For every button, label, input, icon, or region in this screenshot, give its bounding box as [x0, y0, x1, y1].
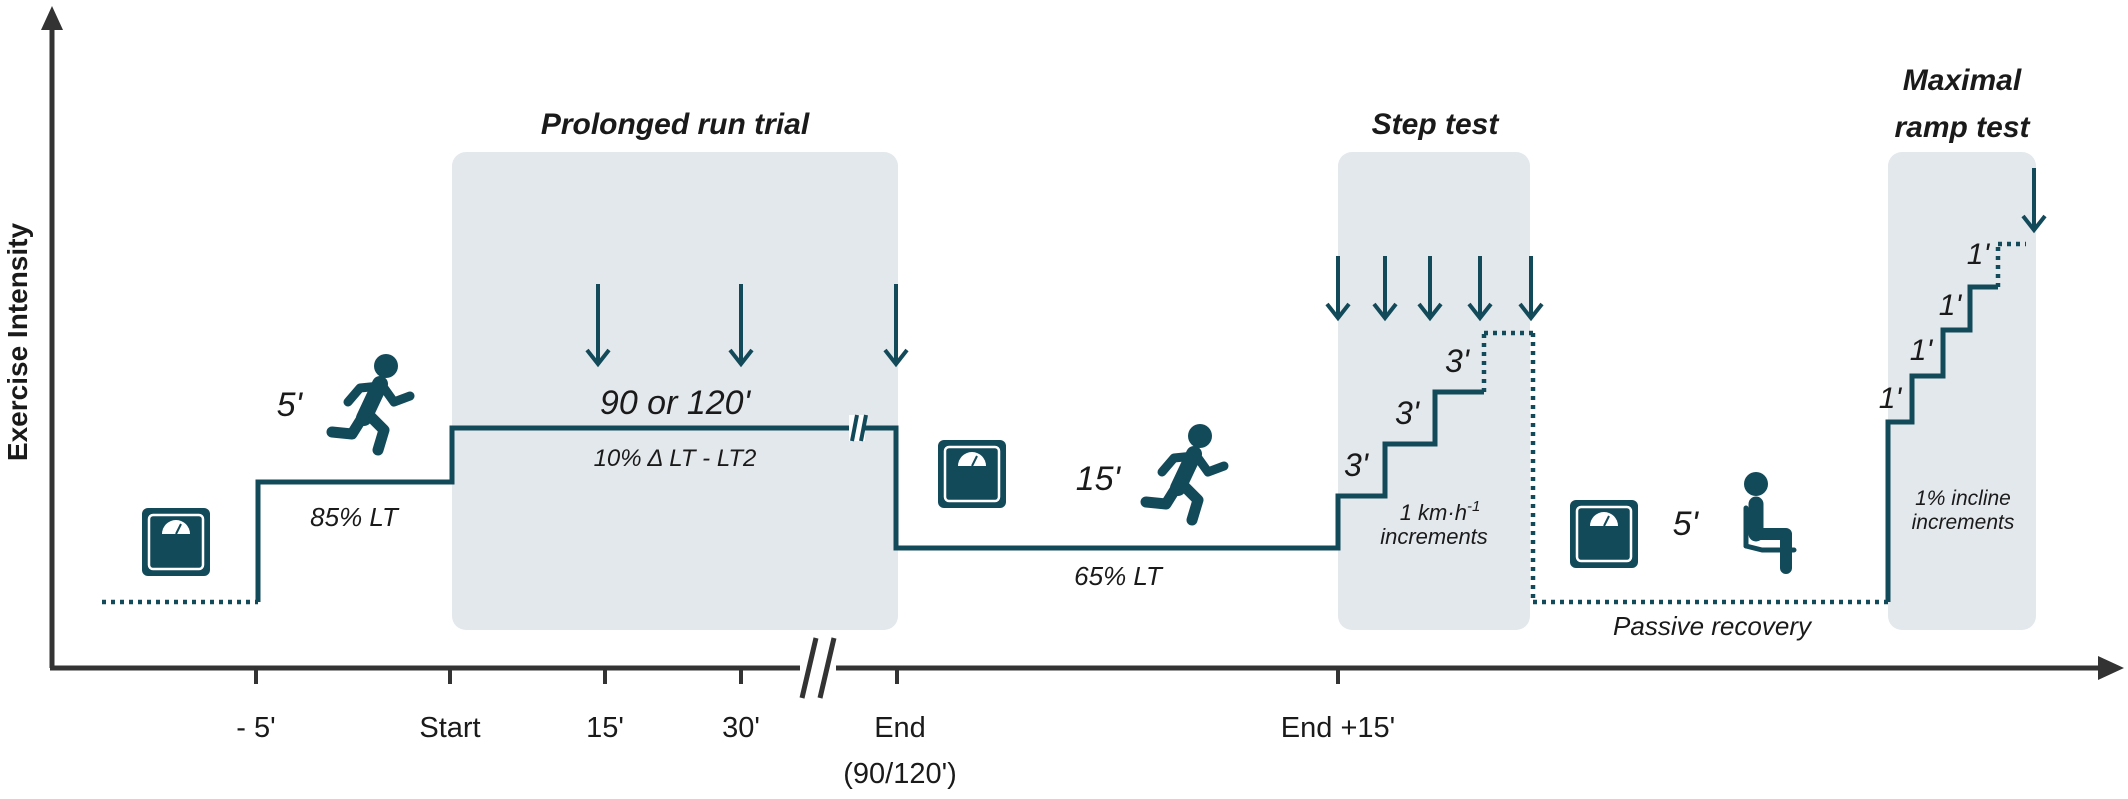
- tick-label-30: 30': [722, 712, 760, 744]
- recovery-run-duration: 15': [1076, 460, 1122, 498]
- down-arrow-icon: [585, 284, 611, 368]
- down-arrow-icon: [1518, 256, 1544, 322]
- sampling-arrows: [585, 168, 2047, 368]
- ramp-duration-3: 1': [1939, 289, 1963, 322]
- runner-icon: [326, 354, 415, 456]
- step-test-title: Step test: [1372, 108, 1501, 141]
- ramp-increments-line2: increments: [1912, 511, 2015, 534]
- prolonged-run-panel: [452, 152, 898, 630]
- down-arrow-icon: [883, 284, 909, 368]
- down-arrow-icon: [1325, 256, 1351, 322]
- down-arrow-icon: [1372, 256, 1398, 322]
- x-axis: [50, 656, 2124, 680]
- down-arrow-icon: [2021, 168, 2047, 234]
- ramp-test-panel: [1888, 152, 2036, 630]
- down-arrow-icon: [1417, 256, 1443, 322]
- scale-icon: [938, 440, 1006, 508]
- step-duration-3: 3': [1445, 343, 1471, 379]
- down-arrow-icon: [1467, 256, 1493, 322]
- seated-person-icon: [1743, 472, 1797, 574]
- ramp-line: [1885, 284, 1998, 602]
- tick-label-end: End: [874, 712, 926, 744]
- scale-icon: [142, 508, 210, 576]
- step-increments-line2: increments: [1380, 524, 1488, 549]
- intensity-profile: [102, 241, 2026, 605]
- recovery-and-step-line: [864, 389, 1484, 551]
- step-duration-1: 3': [1344, 447, 1370, 483]
- tick-label-15: 15': [586, 712, 624, 744]
- scale-icon: [1570, 500, 1638, 568]
- prolonged-run-title: Prolonged run trial: [541, 108, 810, 141]
- runner-icon: [1140, 424, 1229, 526]
- ramp-increments-line1: 1% incline: [1915, 487, 2011, 510]
- prolonged-duration: 90 or 120': [600, 384, 752, 422]
- tick-label-start: Start: [419, 712, 480, 744]
- y-axis: [41, 6, 63, 668]
- tick-label-minus-5: - 5': [236, 712, 275, 744]
- time-break-symbol: [849, 414, 868, 442]
- tick-label-end-duration: (90/120'): [843, 758, 957, 790]
- prolonged-intensity: 10% Δ LT - LT2: [594, 445, 757, 472]
- warmup-intensity: 85% LT: [310, 502, 400, 532]
- ramp-duration-1: 1': [1879, 382, 1903, 415]
- ramp-duration-4: 1': [1967, 238, 1991, 271]
- ramp-duration-2: 1': [1910, 334, 1934, 367]
- warmup-and-prolonged-line: [255, 425, 850, 602]
- axis-break: [799, 636, 837, 699]
- tick-label-end-plus-15: End +15': [1281, 712, 1395, 744]
- ramp-test-title-line1: Maximal: [1903, 64, 2022, 97]
- step-duration-2: 3': [1395, 395, 1421, 431]
- step-increments-line1: 1 km·h-1: [1400, 498, 1481, 525]
- ramp-test-title-line2: ramp test: [1894, 111, 2031, 144]
- x-axis-ticks: [254, 668, 1340, 684]
- passive-duration: 5': [1673, 505, 1700, 543]
- down-arrow-icon: [728, 284, 754, 368]
- warmup-duration: 5': [277, 386, 304, 424]
- y-axis-label: Exercise Intensity: [2, 223, 33, 462]
- passive-recovery-label: Passive recovery: [1613, 611, 1813, 641]
- recovery-run-intensity: 65% LT: [1074, 561, 1164, 591]
